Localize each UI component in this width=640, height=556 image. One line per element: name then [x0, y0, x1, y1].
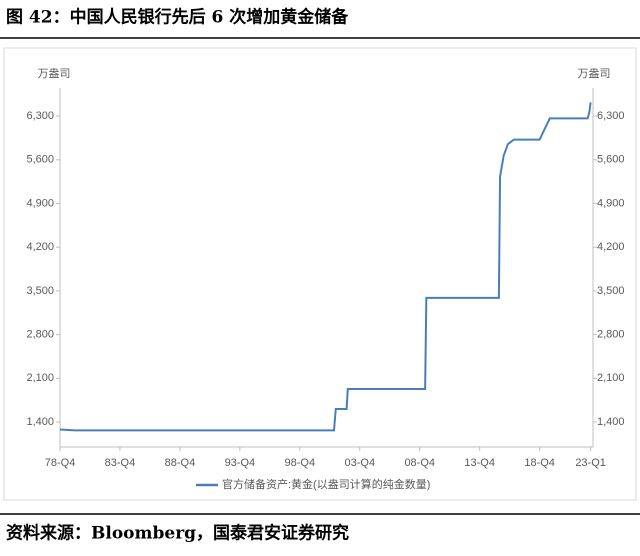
- y2-tick-label: 4,900: [597, 197, 625, 209]
- x-tick-label: 88-Q4: [165, 457, 196, 469]
- x-tick-label: 13-Q4: [464, 457, 495, 469]
- y2-tick-label: 4,200: [597, 241, 625, 253]
- y2-tick-label: 2,800: [597, 329, 625, 341]
- y-tick-label: 1,400: [26, 416, 54, 428]
- y-tick-label: 4,900: [26, 197, 54, 209]
- x-tick-label: 83-Q4: [105, 457, 136, 469]
- x-tick-label: 78-Q4: [45, 457, 76, 469]
- x-tick-label: 08-Q4: [404, 457, 435, 469]
- chart-frame: [3, 47, 637, 501]
- y2-tick-label: 1,400: [597, 416, 625, 428]
- y-tick-label: 2,100: [26, 372, 54, 384]
- y-tick-label: 3,500: [26, 285, 54, 297]
- y-tick-label: 2,800: [26, 329, 54, 341]
- y2-tick-label: 5,600: [597, 154, 625, 166]
- x-tick-label: 18-Q4: [524, 457, 555, 469]
- source: 资料来源：Bloomberg，国泰君安证券研究: [6, 523, 349, 544]
- y-tick-label: 5,600: [26, 154, 54, 166]
- y-axis-unit: 万盎司: [38, 66, 71, 80]
- data-line: [59, 102, 592, 432]
- x-tick-label: 98-Q4: [285, 457, 316, 469]
- legend-label: 官方储备资产:黄金(以盎司计算的纯金数量): [222, 477, 430, 491]
- y2-tick-label: 2,100: [597, 372, 625, 384]
- x-tick-label: 93-Q4: [225, 457, 256, 469]
- y2-tick-label: 3,500: [597, 285, 625, 297]
- y2-axis-unit: 万盎司: [578, 66, 611, 80]
- x-tick-label: 03-Q4: [344, 457, 375, 469]
- chart-title: 图 42：中国人民银行先后 6 次增加黄金储备: [6, 7, 349, 28]
- y-tick-label: 4,200: [26, 241, 54, 253]
- y2-tick-label: 6,300: [597, 110, 625, 122]
- x-tick-label: 23-Q1: [575, 457, 606, 469]
- y-tick-label: 6,300: [26, 110, 54, 122]
